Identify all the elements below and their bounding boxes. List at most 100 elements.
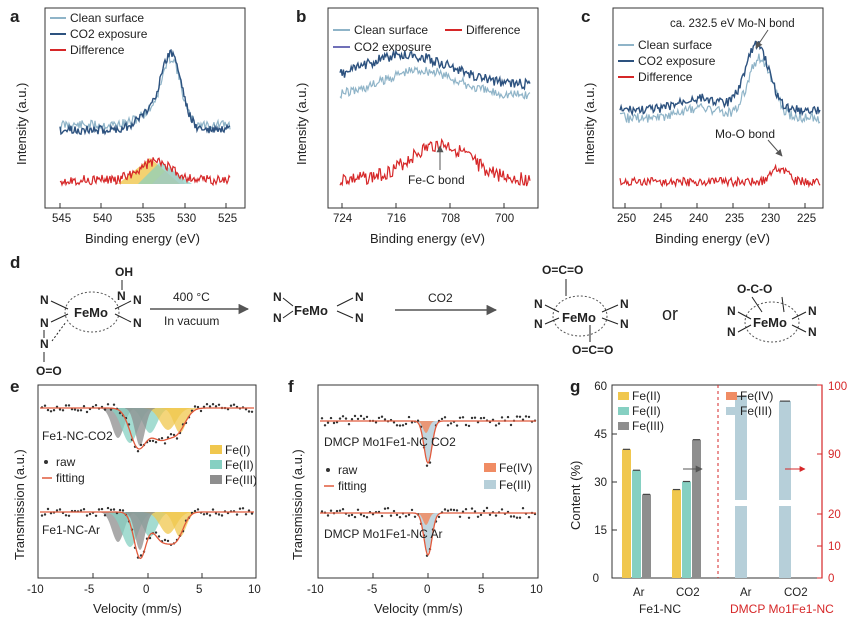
panel-g-legend-1: Fe(II) bbox=[632, 404, 661, 418]
panel-g: 0 15 30 45 60 0 10 20 90 100 Content (%)… bbox=[568, 381, 847, 616]
panel-f-legend-swatch-1 bbox=[484, 480, 496, 489]
panel-b-legend-co2: CO2 exposure bbox=[354, 40, 432, 54]
panel-e-legend-swatch-0 bbox=[210, 445, 222, 454]
panel-f-xtick-4: 10 bbox=[530, 584, 543, 596]
panel-g-legend-3: Fe(IV) bbox=[740, 389, 773, 403]
panel-e-raw-point-bot bbox=[205, 512, 209, 515]
panel-f-raw-point-top bbox=[509, 423, 513, 427]
scheme-2-bond bbox=[336, 297, 354, 307]
panel-e-raw-point-top bbox=[52, 409, 56, 412]
panel-f-raw-point-top bbox=[338, 417, 342, 420]
panel-a-frame bbox=[44, 7, 246, 209]
panel-e-raw-point-bot bbox=[82, 508, 86, 511]
panel-g-group-left: Fe1-NC bbox=[639, 602, 681, 616]
panel-f-raw-point-bot bbox=[452, 508, 456, 512]
scheme-1-n3: N bbox=[133, 293, 142, 307]
panel-e-component-bot-5 bbox=[125, 512, 155, 550]
panel-f-raw-point-bot bbox=[476, 515, 480, 518]
panel-c-ylabel: Intensity (a.u.) bbox=[582, 83, 597, 165]
panel-f-raw-point-top bbox=[473, 416, 477, 419]
panel-f-raw-point-top bbox=[443, 416, 447, 419]
panel-g-rtick-3: 90 bbox=[828, 449, 841, 461]
panel-f-raw-point-top bbox=[353, 414, 357, 418]
panel-g-xcat-2: Ar bbox=[740, 587, 752, 599]
panel-f-raw-point-top bbox=[350, 418, 354, 421]
panel-f-raw-point-bot bbox=[407, 513, 411, 516]
panel-e-raw-point-top bbox=[139, 443, 143, 447]
scheme-3-oco: O=C=O bbox=[542, 263, 583, 277]
panel-e-raw-point-top bbox=[67, 404, 71, 407]
scheme-3-n2: N bbox=[534, 317, 543, 331]
panel-c-xtick-5: 225 bbox=[797, 213, 816, 225]
panel-f-component-top-0 bbox=[416, 421, 440, 461]
panel-f-raw-point-top bbox=[500, 416, 504, 419]
panel-g-bar-fe1nc-1-2 bbox=[692, 439, 701, 578]
panel-a-curve-diff bbox=[59, 157, 231, 187]
panel-g-ticks bbox=[612, 384, 822, 579]
panel-e-raw-point-bot bbox=[67, 514, 71, 517]
panel-c-ticks bbox=[624, 203, 806, 208]
panel-e-raw-point-bot bbox=[148, 536, 152, 540]
panel-f-raw-point-bot bbox=[389, 514, 393, 517]
panel-a-ylabel: Intensity (a.u.) bbox=[14, 83, 29, 165]
panel-g-bar-dmcp-0-1 bbox=[735, 396, 747, 578]
panel-f-raw-point-bot bbox=[392, 509, 396, 513]
panel-g-group-right: DMCP Mo1Fe1-NC bbox=[730, 602, 834, 616]
panel-e-raw-point-bot bbox=[154, 531, 158, 534]
panel-c-curve-co2 bbox=[619, 40, 821, 117]
scheme-2-bond bbox=[282, 310, 294, 319]
panel-f-ticks bbox=[317, 573, 539, 578]
panel-e-raw-point-top bbox=[73, 408, 77, 411]
panel-c-xlabel: Binding energy (eV) bbox=[655, 231, 770, 246]
panel-a-legend-clean: Clean surface bbox=[70, 11, 144, 25]
panel-e-raw-point-top bbox=[82, 405, 86, 408]
panel-e-raw-point-bot bbox=[214, 512, 218, 515]
panel-f-legend-swatch-0 bbox=[484, 463, 496, 472]
panel-f-legend-species-0: Fe(IV) bbox=[499, 461, 532, 475]
panel-e-sample-bottom: Fe1-NC-Ar bbox=[42, 523, 100, 537]
panel-f-fit-bottom bbox=[320, 512, 536, 557]
scheme-4-oco: O-C-O bbox=[737, 282, 772, 296]
panel-f-raw-point-bot bbox=[320, 510, 324, 513]
panel-c-curve-diff bbox=[619, 163, 821, 189]
panel-f-raw-point-bot bbox=[326, 514, 330, 517]
panel-e-raw-point-bot bbox=[55, 509, 59, 512]
panel-f-raw-point-top bbox=[377, 416, 381, 420]
panel-f-raw-point-top bbox=[458, 416, 462, 419]
panel-f-raw-point-top bbox=[332, 421, 336, 425]
panel-f-raw-point-top bbox=[344, 417, 348, 420]
panel-e-component-top-5 bbox=[125, 408, 155, 446]
panel-b: 724 716 708 700 Binding energy (eV) Inte… bbox=[294, 7, 539, 246]
panel-b-ylabel: Intensity (a.u.) bbox=[294, 83, 309, 165]
panel-f-sample-top: DMCP Mo1Fe1-NC CO2 bbox=[324, 435, 456, 449]
panel-e-raw-point-top bbox=[214, 405, 218, 408]
panel-f-raw-point-bot bbox=[365, 516, 369, 519]
panel-e-raw-point-bot bbox=[238, 507, 242, 510]
panel-e-legend-species-2: Fe(III) bbox=[225, 473, 257, 487]
panel-e-legend-swatch-2 bbox=[210, 475, 222, 484]
panel-g-rtick-2: 20 bbox=[828, 509, 841, 521]
panel-b-legend-clean: Clean surface bbox=[354, 23, 428, 37]
panel-f-raw-point-bot bbox=[353, 515, 357, 519]
panel-g-xcat-1: CO2 bbox=[676, 587, 700, 599]
panel-label-d: d bbox=[10, 253, 20, 272]
panel-f-legend-raw-symbol bbox=[326, 468, 330, 472]
panel-e-fit-top bbox=[40, 407, 254, 450]
scheme-4-bond bbox=[791, 324, 807, 333]
panel-e-fit-bottom bbox=[40, 511, 254, 560]
panel-e-raw-point-bot bbox=[64, 514, 68, 517]
panel-a-xtick-4: 525 bbox=[218, 213, 237, 225]
scheme-step1-top: 400 °C bbox=[173, 290, 210, 304]
panel-f-raw-point-top bbox=[395, 424, 399, 427]
panel-f-raw-point-bot bbox=[473, 510, 477, 513]
panel-g-legend-swatch-1 bbox=[618, 407, 629, 415]
panel-e-raw-point-bot bbox=[46, 507, 50, 511]
panel-b-curve-diff bbox=[339, 137, 531, 187]
panel-e-raw-point-bot bbox=[217, 513, 221, 516]
panel-f-raw-point-bot bbox=[464, 508, 468, 511]
scheme-3-bond bbox=[601, 317, 619, 325]
panel-f-raw-point-top bbox=[521, 418, 525, 421]
panel-e-raw-point-bot bbox=[235, 513, 239, 516]
panel-f-raw-point-top bbox=[392, 421, 396, 424]
panel-e-raw-point-bot bbox=[40, 514, 44, 517]
